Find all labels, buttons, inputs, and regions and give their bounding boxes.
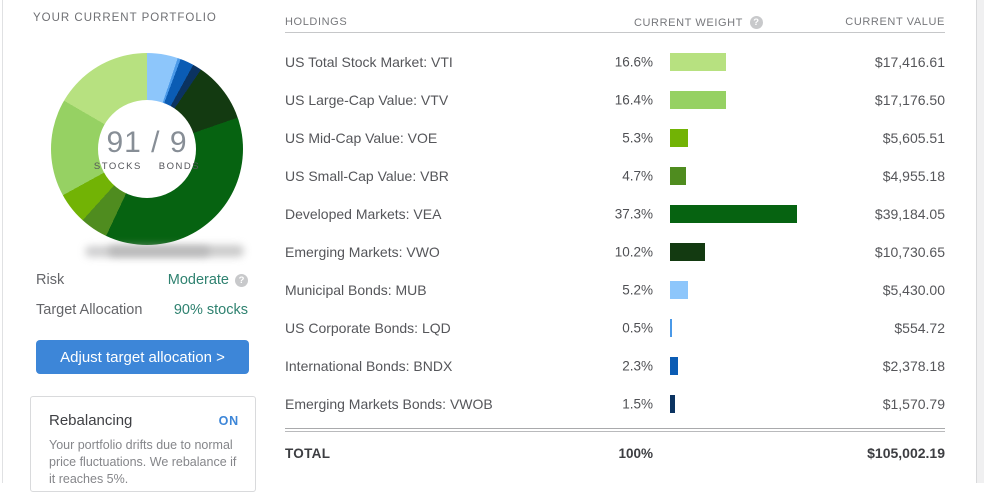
holding-weight: 16.6% [614, 54, 653, 70]
holding-weight-bar [670, 53, 726, 71]
holding-weight-bar [670, 357, 678, 375]
holdings-table-header: HOLDINGS CURRENT WEIGHT ? CURRENT VALUE [285, 10, 945, 33]
total-weight: 100% [618, 446, 653, 461]
holding-value: $4,955.18 [882, 168, 945, 184]
holding-value: $17,176.50 [874, 92, 945, 108]
holding-value: $10,730.65 [874, 244, 945, 260]
holding-name: Emerging Markets: VWO [285, 244, 440, 260]
holding-value: $554.72 [894, 320, 945, 336]
current-weight-column-header: CURRENT WEIGHT [633, 16, 743, 29]
current-weight-help-icon[interactable]: ? [750, 16, 763, 29]
bonds-label: BONDS [158, 161, 201, 172]
holding-weight: 1.5% [622, 396, 653, 412]
holding-name: US Small-Cap Value: VBR [285, 168, 449, 184]
holding-value: $5,605.51 [882, 130, 945, 146]
rebalancing-description: Your portfolio drifts due to normal pric… [49, 438, 237, 486]
table-row: US Corporate Bonds: LQD 0.5% $554.72 [285, 309, 945, 347]
panel-title: YOUR CURRENT PORTFOLIO [33, 12, 217, 24]
holding-name: Developed Markets: VEA [285, 206, 442, 222]
rebalancing-card: Rebalancing ON Your portfolio drifts due… [30, 396, 256, 492]
total-divider-2 [285, 431, 945, 432]
current-value-column-header: CURRENT VALUE [845, 16, 945, 28]
holdings-column-header: HOLDINGS [285, 16, 348, 28]
holding-weight-bar [670, 91, 726, 109]
risk-label: Risk [36, 272, 65, 288]
holding-name: US Mid-Cap Value: VOE [285, 130, 438, 146]
table-row: US Total Stock Market: VTI 16.6% $17,416… [285, 43, 945, 81]
holding-name: US Total Stock Market: VTI [285, 54, 453, 70]
table-row: International Bonds: BNDX 2.3% $2,378.18 [285, 347, 945, 385]
holding-weight: 2.3% [622, 358, 653, 374]
holding-weight: 10.2% [614, 244, 653, 260]
holding-weight-bar [670, 243, 705, 261]
holding-weight: 37.3% [614, 206, 653, 222]
table-row: Emerging Markets Bonds: VWOB 1.5% $1,570… [285, 385, 945, 423]
holding-weight-bar [670, 395, 675, 413]
table-row: US Mid-Cap Value: VOE 5.3% $5,605.51 [285, 119, 945, 157]
holding-weight-bar [670, 167, 686, 185]
risk-row: Risk Moderate ? [36, 272, 248, 288]
holding-weight: 5.2% [622, 282, 653, 298]
total-row: TOTAL 100% $105,002.19 [285, 432, 945, 476]
holdings-rows: US Total Stock Market: VTI 16.6% $17,416… [285, 43, 945, 423]
table-row: Emerging Markets: VWO 10.2% $10,730.65 [285, 233, 945, 271]
holding-weight-bar [670, 281, 688, 299]
holding-weight-bar [670, 319, 672, 337]
holding-name: Municipal Bonds: MUB [285, 282, 427, 298]
total-value: $105,002.19 [867, 445, 945, 461]
holding-weight: 16.4% [614, 92, 653, 108]
left-edge-divider [2, 0, 3, 483]
holding-value: $2,378.18 [882, 358, 945, 374]
table-row: Municipal Bonds: MUB 5.2% $5,430.00 [285, 271, 945, 309]
rebalancing-title: Rebalancing [49, 412, 133, 429]
total-label: TOTAL [285, 446, 331, 461]
holding-name: US Corporate Bonds: LQD [285, 320, 451, 336]
donut-center-label: 91 / 9 STOCKS BONDS [51, 53, 243, 245]
current-portfolio-panel: YOUR CURRENT PORTFOLIO 91 / 9 STOCKS BON… [30, 0, 256, 492]
target-allocation-label: Target Allocation [36, 302, 143, 318]
adjust-target-allocation-button[interactable]: Adjust target allocation > [36, 340, 249, 374]
holding-weight: 0.5% [622, 320, 653, 336]
risk-help-icon[interactable]: ? [235, 273, 248, 287]
holding-name: Emerging Markets Bonds: VWOB [285, 396, 493, 412]
table-row: US Large-Cap Value: VTV 16.4% $17,176.50 [285, 81, 945, 119]
holding-name: International Bonds: BNDX [285, 358, 453, 374]
target-allocation-value: 90% stocks [173, 302, 248, 318]
holding-value: $17,416.61 [874, 54, 945, 70]
holding-weight-bar [670, 205, 797, 223]
table-row: Developed Markets: VEA 37.3% $39,184.05 [285, 195, 945, 233]
holding-weight: 4.7% [622, 168, 653, 184]
holding-weight-bar [670, 129, 688, 147]
stocks-bonds-ratio: 91 / 9 [106, 126, 188, 159]
holding-name: US Large-Cap Value: VTV [285, 92, 449, 108]
holding-value: $5,430.00 [882, 282, 945, 298]
table-row: US Small-Cap Value: VBR 4.7% $4,955.18 [285, 157, 945, 195]
holding-value: $39,184.05 [874, 206, 945, 222]
total-divider [285, 428, 945, 429]
vertical-scrollbar[interactable] [976, 0, 984, 483]
redacted-account-name [108, 245, 244, 257]
rebalancing-on-toggle[interactable]: ON [218, 413, 239, 428]
stocks-label: STOCKS [93, 161, 142, 172]
target-allocation-row: Target Allocation 90% stocks [36, 302, 248, 318]
holding-value: $1,570.79 [882, 396, 945, 412]
risk-value: Moderate [167, 272, 229, 288]
holdings-table: HOLDINGS CURRENT WEIGHT ? CURRENT VALUE … [285, 10, 945, 476]
portfolio-donut[interactable] [51, 53, 243, 245]
holding-weight: 5.3% [622, 130, 653, 146]
